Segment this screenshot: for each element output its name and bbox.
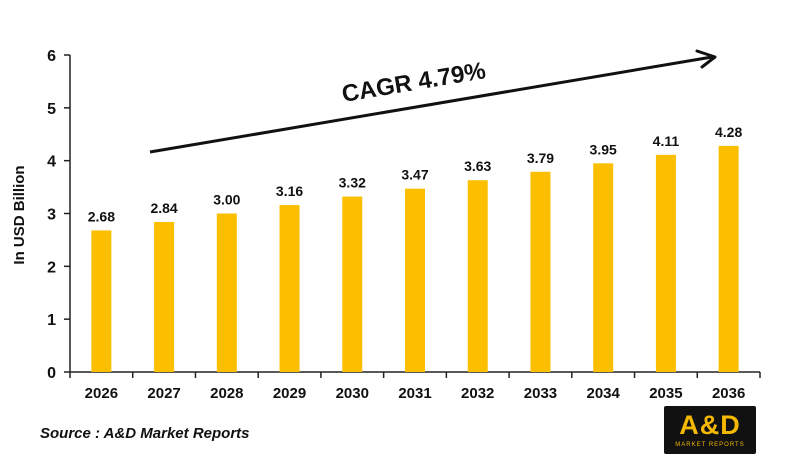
source-note: Source : A&D Market Reports bbox=[40, 425, 250, 442]
brand-logo: A&D MARKET REPORTS bbox=[664, 406, 756, 454]
bar-2028 bbox=[216, 213, 237, 372]
x-axis: 2026 2027 2028 2029 2030 2031 2032 2033 2034 2035… bbox=[69, 371, 761, 402]
cagr-arrow bbox=[149, 55, 713, 154]
cagr-annotation: CAGR 4.79% bbox=[340, 57, 488, 108]
value-label: 3.16 bbox=[276, 183, 303, 199]
y-tick-label: 5 bbox=[47, 101, 56, 118]
value-label: 2.68 bbox=[88, 208, 115, 224]
x-tick-label: 2035 bbox=[649, 385, 682, 402]
bar-2033 bbox=[530, 171, 551, 372]
value-label: 4.28 bbox=[715, 124, 742, 140]
y-tick-label: 3 bbox=[47, 207, 56, 224]
value-label: 3.79 bbox=[527, 150, 554, 166]
bar-2031 bbox=[405, 188, 425, 372]
bar-2026 bbox=[91, 230, 112, 372]
x-tick-label: 2029 bbox=[273, 385, 306, 402]
y-tick-label: 0 bbox=[47, 365, 56, 382]
x-tick-label: 2032 bbox=[461, 385, 494, 402]
value-label: 3.00 bbox=[213, 192, 240, 208]
value-label: 4.11 bbox=[653, 133, 680, 149]
x-tick-label: 2026 bbox=[85, 385, 118, 402]
value-label: 3.32 bbox=[339, 175, 366, 191]
y-tick-label: 1 bbox=[47, 312, 56, 329]
y-tick-label: 4 bbox=[47, 154, 56, 171]
x-tick-label: 2027 bbox=[147, 385, 180, 402]
bar-2036 bbox=[718, 145, 739, 372]
x-tick-label: 2036 bbox=[712, 385, 745, 402]
bar-2032 bbox=[467, 180, 488, 372]
x-tick-label: 2034 bbox=[586, 385, 620, 402]
value-label: 3.63 bbox=[464, 158, 491, 174]
bar-2027 bbox=[154, 221, 175, 372]
bar-2034 bbox=[593, 163, 614, 372]
value-label: 2.84 bbox=[150, 200, 177, 216]
y-tick-label: 2 bbox=[47, 259, 56, 276]
logo-text: A&D bbox=[679, 410, 741, 440]
y-axis-title: In USD Billion bbox=[11, 165, 28, 264]
y-axis: 0 1 2 3 4 5 6 bbox=[47, 48, 71, 382]
bar-2029 bbox=[279, 205, 300, 372]
value-label: 3.47 bbox=[401, 167, 428, 183]
logo-subtext: MARKET REPORTS bbox=[675, 442, 745, 448]
y-tick-label: 6 bbox=[47, 48, 56, 65]
x-tick-label: 2033 bbox=[524, 385, 557, 402]
x-tick-label: 2030 bbox=[336, 385, 369, 402]
x-tick-label: 2028 bbox=[210, 385, 243, 402]
value-label: 3.95 bbox=[590, 141, 617, 157]
x-tick-label: 2031 bbox=[398, 385, 431, 402]
cagr-arrowhead bbox=[695, 49, 717, 69]
bar-2030 bbox=[342, 196, 363, 372]
value-labels: 2.68 2.84 3.00 3.16 3.32 3.47 3.63 3.79 3.95 4.11… bbox=[88, 124, 743, 225]
bar-2035 bbox=[655, 154, 676, 372]
bars bbox=[91, 145, 739, 372]
